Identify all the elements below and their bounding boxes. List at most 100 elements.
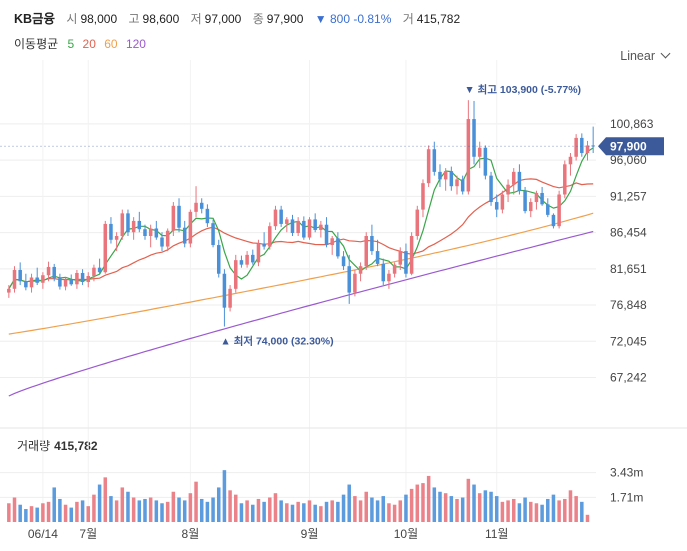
volume-bar bbox=[392, 504, 397, 522]
volume-bar bbox=[103, 477, 108, 522]
candle-body bbox=[171, 205, 176, 231]
ma-120-label: 120 bbox=[125, 37, 146, 51]
candle-body bbox=[12, 269, 17, 289]
quote-header: KB금융 시 98,000 고 98,600 저 97,000 종 97,900 ▼ 8… bbox=[14, 8, 468, 26]
volume-bar bbox=[256, 498, 261, 522]
volume-bar bbox=[69, 507, 73, 522]
volume-bar bbox=[222, 470, 227, 522]
volume-bar bbox=[290, 504, 295, 522]
candle-body bbox=[251, 254, 255, 263]
candle-body bbox=[580, 137, 584, 153]
candle-body bbox=[194, 202, 198, 212]
scale-selector[interactable]: Linear bbox=[620, 48, 671, 63]
candle-body bbox=[296, 220, 300, 233]
candle-body bbox=[517, 171, 522, 191]
volume-bar bbox=[199, 498, 204, 522]
volume-axis-tick: 1.71m bbox=[610, 490, 643, 504]
candle-body bbox=[114, 236, 119, 240]
volume-bar bbox=[302, 503, 306, 522]
volume-bar bbox=[398, 500, 403, 522]
volume-bar bbox=[319, 506, 323, 522]
volume-bar bbox=[109, 496, 113, 522]
volume-bar bbox=[421, 483, 425, 522]
volume-bar bbox=[347, 484, 351, 522]
candle-body bbox=[370, 236, 374, 252]
volume-bar bbox=[126, 491, 130, 522]
candle-body bbox=[347, 266, 351, 293]
candle-body bbox=[46, 266, 51, 276]
volume-value: 415,782 bbox=[416, 12, 461, 26]
volume-bar bbox=[35, 507, 39, 522]
volume-bar bbox=[296, 501, 300, 522]
volume-bar bbox=[341, 494, 346, 522]
candle-body bbox=[563, 164, 567, 195]
volume-bar bbox=[52, 487, 56, 522]
candle-body bbox=[358, 266, 363, 274]
volume-bar bbox=[63, 504, 68, 522]
candle-body bbox=[466, 119, 471, 192]
candle-body bbox=[154, 228, 159, 238]
volume-bar bbox=[148, 497, 153, 522]
candle-body bbox=[69, 279, 73, 285]
volume-bar bbox=[409, 488, 414, 522]
volume-bar bbox=[154, 500, 159, 522]
volume-bar bbox=[324, 501, 329, 522]
high-label: 고 bbox=[128, 12, 140, 26]
volume-bar bbox=[500, 501, 505, 522]
candle-body bbox=[177, 205, 181, 228]
candle-body bbox=[182, 227, 187, 244]
volume-bar bbox=[131, 497, 136, 522]
volume-bar bbox=[279, 500, 283, 522]
volume-bar bbox=[483, 490, 488, 522]
volume-bar bbox=[557, 500, 561, 522]
volume-bar bbox=[534, 503, 539, 522]
candle-body bbox=[41, 275, 45, 283]
volume-panel-title: 거래량 415,782 bbox=[17, 437, 98, 454]
candle-body bbox=[63, 279, 68, 287]
candle-body bbox=[398, 251, 403, 265]
candle-body bbox=[336, 238, 340, 257]
volume-title-value: 415,782 bbox=[54, 439, 98, 453]
volume-bar bbox=[216, 487, 221, 522]
candle-body bbox=[234, 260, 238, 289]
volume-bar bbox=[239, 503, 244, 522]
volume-bar bbox=[182, 500, 187, 522]
candle-body bbox=[256, 243, 261, 263]
candle-body bbox=[392, 264, 397, 274]
volume-bar bbox=[511, 498, 516, 522]
candle-body bbox=[262, 243, 266, 247]
candle-body bbox=[131, 220, 136, 233]
volume-bar bbox=[432, 487, 437, 522]
time-axis-tick: 8월 bbox=[182, 527, 200, 541]
open-price: 98,000 bbox=[80, 12, 118, 26]
price-axis-tick: 67,242 bbox=[610, 371, 647, 385]
price-axis-tick: 81,651 bbox=[610, 262, 647, 276]
volume-bar bbox=[415, 484, 420, 522]
candle-body bbox=[585, 145, 590, 153]
candle-body bbox=[222, 273, 227, 308]
moving-average-legend[interactable]: 이동평균 5 20 60 120 bbox=[14, 35, 151, 52]
volume-bar bbox=[426, 475, 431, 522]
candle-body bbox=[35, 277, 39, 283]
volume-bar bbox=[568, 490, 573, 522]
volume-bar bbox=[313, 504, 317, 522]
candle-body bbox=[472, 119, 476, 157]
ma-60-line bbox=[8, 212, 594, 335]
candle-body bbox=[529, 202, 533, 212]
price-axis-tick: 72,045 bbox=[610, 334, 647, 348]
candle-body bbox=[540, 192, 544, 205]
volume-bar bbox=[228, 490, 232, 522]
volume-bar bbox=[29, 506, 34, 522]
candle-body bbox=[387, 273, 391, 282]
volume-bar bbox=[7, 503, 11, 522]
candle-body bbox=[290, 219, 295, 233]
volume-bar bbox=[358, 500, 363, 522]
volume-bar bbox=[46, 501, 51, 522]
volume-bar bbox=[353, 496, 357, 522]
candle-body bbox=[506, 184, 510, 195]
time-axis-tick: 9월 bbox=[301, 527, 319, 541]
candle-body bbox=[551, 214, 556, 227]
volume-bar bbox=[160, 503, 164, 522]
low-price: 97,000 bbox=[204, 12, 242, 26]
